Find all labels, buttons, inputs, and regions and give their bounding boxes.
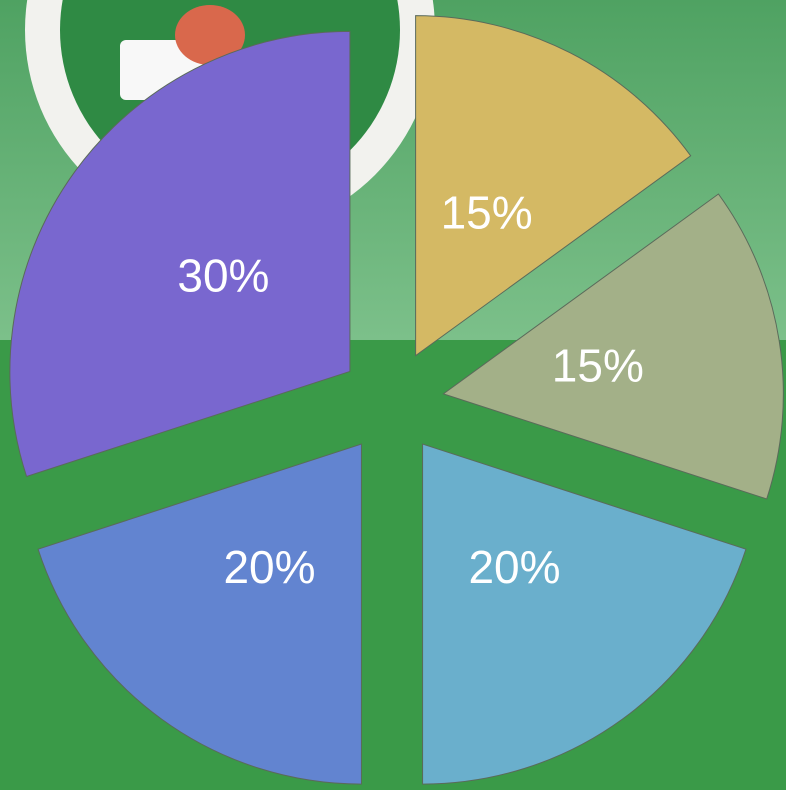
emblem-flower xyxy=(175,5,245,65)
pie-slice xyxy=(442,193,784,500)
slice-label: 15% xyxy=(441,186,533,238)
pie: 15% 15% 20% 20% 30% xyxy=(9,15,784,785)
slice-label: 15% xyxy=(552,340,644,392)
slice-label: 20% xyxy=(223,541,315,593)
slice-label: 30% xyxy=(177,250,269,302)
pie-slice xyxy=(37,443,362,785)
pie-slice xyxy=(9,30,351,478)
pie-slice xyxy=(415,15,692,357)
slice-label: 20% xyxy=(468,541,560,593)
pie-slice xyxy=(422,443,747,785)
